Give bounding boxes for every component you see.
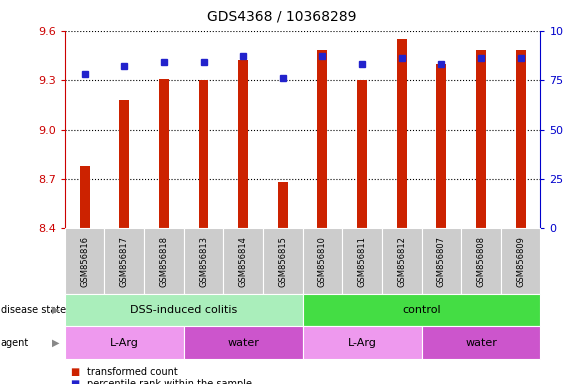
- Text: GSM856814: GSM856814: [239, 236, 248, 286]
- Text: water: water: [465, 338, 497, 348]
- Text: control: control: [402, 305, 441, 315]
- Text: GSM856813: GSM856813: [199, 236, 208, 286]
- Text: agent: agent: [1, 338, 29, 348]
- Text: water: water: [227, 338, 259, 348]
- Text: L-Arg: L-Arg: [347, 338, 377, 348]
- Text: ■: ■: [70, 379, 79, 384]
- Bar: [318, 50, 328, 228]
- Bar: [278, 182, 288, 228]
- Text: GSM856817: GSM856817: [120, 236, 129, 286]
- Text: GSM856816: GSM856816: [80, 236, 89, 286]
- Text: DSS-induced colitis: DSS-induced colitis: [130, 305, 237, 315]
- Text: GSM856818: GSM856818: [159, 236, 168, 286]
- Bar: [199, 80, 208, 228]
- Bar: [79, 166, 90, 228]
- Text: ▶: ▶: [52, 338, 59, 348]
- Text: GSM856815: GSM856815: [278, 236, 287, 286]
- Text: percentile rank within the sample: percentile rank within the sample: [87, 379, 252, 384]
- Bar: [159, 78, 169, 228]
- Bar: [119, 100, 129, 228]
- Bar: [238, 60, 248, 228]
- Text: transformed count: transformed count: [87, 367, 178, 377]
- Bar: [436, 64, 446, 228]
- Text: GSM856809: GSM856809: [516, 236, 525, 286]
- Bar: [397, 39, 406, 228]
- Text: GSM856808: GSM856808: [476, 236, 485, 286]
- Text: GSM856807: GSM856807: [437, 236, 446, 286]
- Text: GSM856810: GSM856810: [318, 236, 327, 286]
- Text: L-Arg: L-Arg: [110, 338, 138, 348]
- Text: ■: ■: [70, 367, 79, 377]
- Bar: [476, 50, 486, 228]
- Bar: [516, 50, 526, 228]
- Text: GDS4368 / 10368289: GDS4368 / 10368289: [207, 10, 356, 23]
- Text: disease state: disease state: [1, 305, 66, 315]
- Text: ▶: ▶: [52, 305, 59, 315]
- Text: GSM856811: GSM856811: [358, 236, 367, 286]
- Bar: [357, 80, 367, 228]
- Text: GSM856812: GSM856812: [397, 236, 406, 286]
